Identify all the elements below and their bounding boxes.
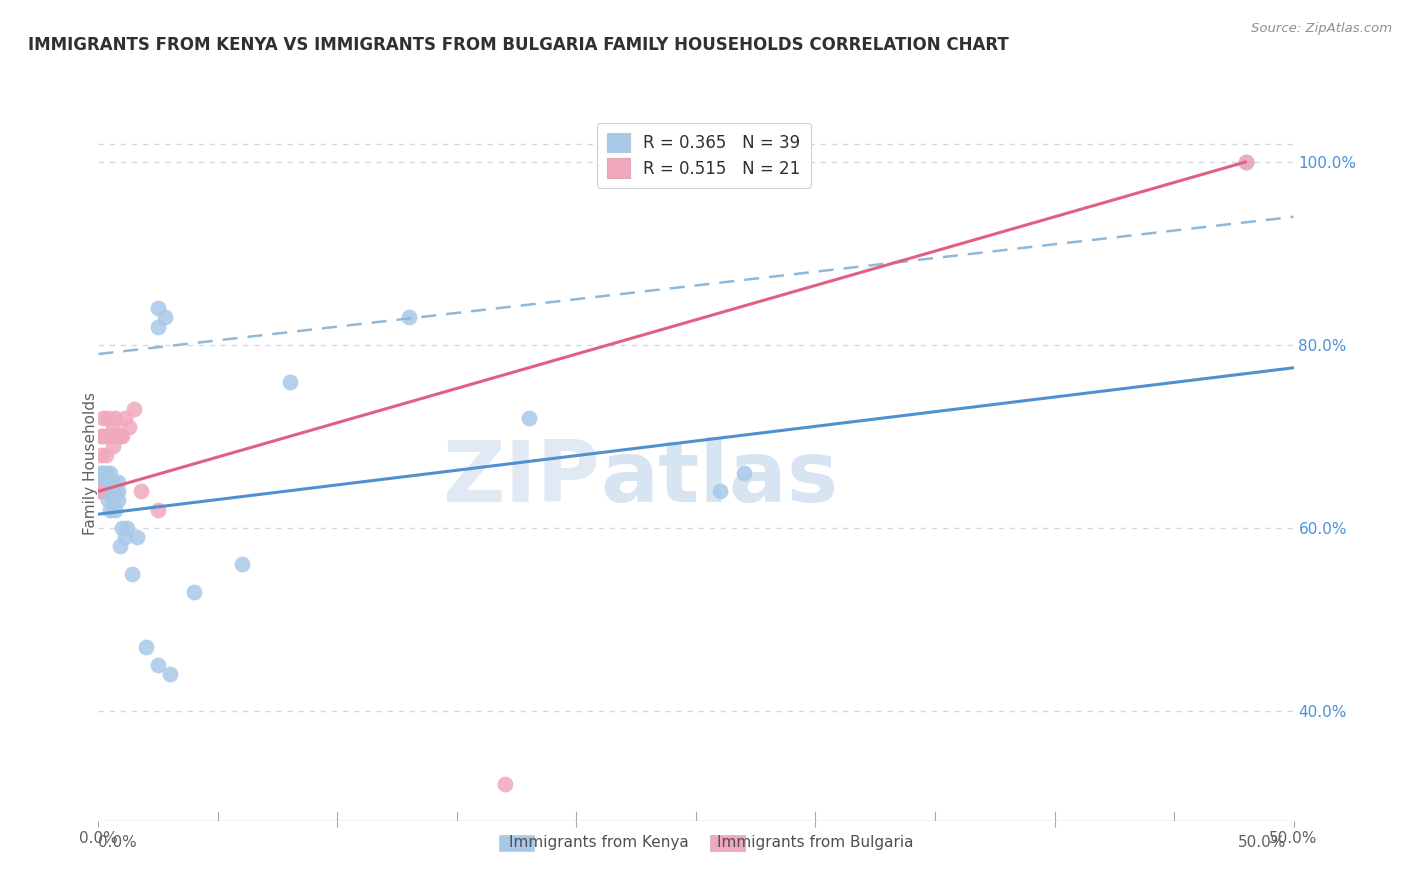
Text: Immigrants from Bulgaria: Immigrants from Bulgaria <box>717 836 914 850</box>
Point <box>183 585 205 599</box>
Point <box>87 484 110 499</box>
Point <box>98 475 122 490</box>
Point <box>148 502 170 516</box>
Text: 50.0%: 50.0% <box>1239 836 1286 850</box>
Point <box>101 484 124 499</box>
Point <box>148 301 170 316</box>
Point <box>90 429 112 443</box>
Text: IMMIGRANTS FROM KENYA VS IMMIGRANTS FROM BULGARIA FAMILY HOUSEHOLDS CORRELATION : IMMIGRANTS FROM KENYA VS IMMIGRANTS FROM… <box>28 36 1010 54</box>
Point <box>98 502 122 516</box>
Point <box>108 539 131 553</box>
Point <box>94 475 117 490</box>
Point <box>111 429 134 443</box>
Point <box>155 310 177 325</box>
Point <box>709 484 731 499</box>
Legend: R = 0.365   N = 39, R = 0.515   N = 21: R = 0.365 N = 39, R = 0.515 N = 21 <box>596 122 811 187</box>
Point <box>135 640 157 654</box>
Point <box>101 420 124 434</box>
Text: 0.0%: 0.0% <box>98 836 138 850</box>
Point <box>118 420 141 434</box>
Point <box>278 375 301 389</box>
Point <box>733 466 755 480</box>
Point <box>91 429 114 443</box>
Point <box>111 521 134 535</box>
Text: ZIP: ZIP <box>443 436 600 520</box>
Point <box>91 475 114 490</box>
Point <box>97 493 120 508</box>
Point <box>101 438 124 452</box>
Point <box>121 566 143 581</box>
Point <box>517 411 540 425</box>
Point <box>107 475 129 490</box>
Point <box>114 411 136 425</box>
Point <box>91 484 114 499</box>
Text: Immigrants from Kenya: Immigrants from Kenya <box>509 836 689 850</box>
Text: atlas: atlas <box>600 436 838 520</box>
Point <box>97 484 120 499</box>
Point <box>148 658 170 673</box>
Point <box>101 475 124 490</box>
Point <box>124 401 146 416</box>
Point <box>1234 155 1257 169</box>
Point <box>101 493 124 508</box>
Point <box>104 502 127 516</box>
Point <box>104 411 127 425</box>
Point <box>104 484 127 499</box>
Point <box>148 319 170 334</box>
Point <box>91 411 114 425</box>
Point <box>107 484 129 499</box>
Point <box>87 475 110 490</box>
Point <box>107 429 129 443</box>
Point <box>91 466 114 480</box>
Point <box>398 310 420 325</box>
Point <box>94 448 117 462</box>
Point <box>94 484 117 499</box>
Point <box>90 448 112 462</box>
Point <box>98 429 122 443</box>
Point <box>131 484 153 499</box>
Text: Source: ZipAtlas.com: Source: ZipAtlas.com <box>1251 22 1392 36</box>
Point <box>125 530 148 544</box>
Point <box>1234 155 1257 169</box>
Point <box>90 466 112 480</box>
Point <box>97 429 120 443</box>
Y-axis label: Family Households: Family Households <box>83 392 97 535</box>
Point <box>114 530 136 544</box>
Point <box>98 466 122 480</box>
Point <box>494 777 516 791</box>
Point <box>231 558 253 572</box>
Point <box>97 411 120 425</box>
Point <box>115 521 138 535</box>
Point <box>94 466 117 480</box>
Point <box>108 429 131 443</box>
Point <box>159 667 181 681</box>
Point <box>97 475 120 490</box>
Point <box>90 484 112 499</box>
Point <box>107 493 129 508</box>
Point <box>98 484 122 499</box>
